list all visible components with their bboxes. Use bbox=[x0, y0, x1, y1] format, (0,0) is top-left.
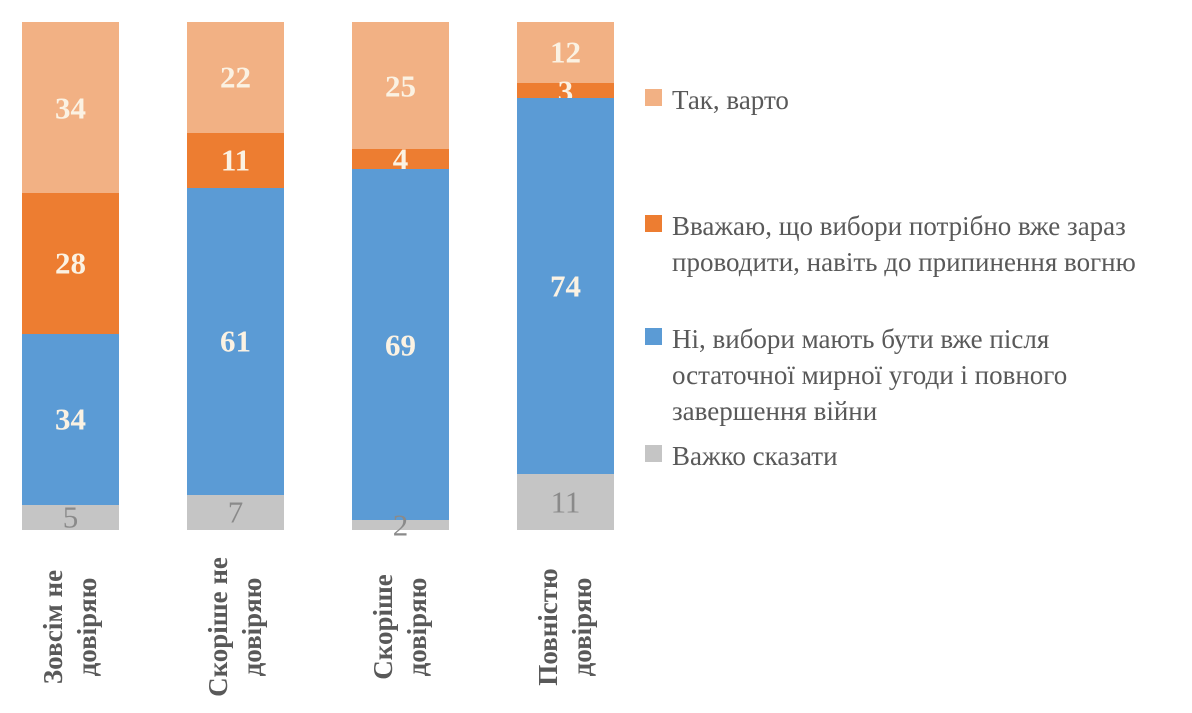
segment-value-label: 25 bbox=[385, 68, 416, 103]
bar-segment: 5 bbox=[22, 499, 119, 535]
bar-segment: 25 bbox=[352, 22, 449, 149]
bar-segment: 7 bbox=[187, 494, 284, 530]
legend-item-tak-varto: Так, варто bbox=[645, 82, 789, 118]
legend-marker-blue-icon bbox=[645, 328, 662, 345]
segment-value-label: 12 bbox=[550, 34, 581, 70]
bar-segment: 34 bbox=[22, 333, 119, 505]
plot-area: 34 28 34 5 Зовсім не довіряю 22 11 61 7 Скоріше н… bbox=[22, 22, 614, 697]
segment-value-label: 34 bbox=[55, 90, 86, 125]
bar-segment: 61 bbox=[187, 187, 284, 495]
legend-label: Вважаю, що вибори потрібно вже зараз про… bbox=[672, 211, 1136, 277]
bar-segment: 12 bbox=[517, 22, 614, 83]
bar-segment: 74 bbox=[517, 98, 614, 475]
segment-value-label: 61 bbox=[220, 323, 251, 359]
legend-item-vybory-zaraz: Вважаю, що вибори потрібно вже зараз про… bbox=[645, 208, 1136, 280]
segment-value-label: 5 bbox=[62, 499, 79, 535]
segment-value-label: 7 bbox=[227, 494, 244, 530]
legend-marker-light-orange-icon bbox=[645, 89, 662, 106]
legend-item-vybory-pislia-uhody: Ні, вибори мають бути вже після остаточн… bbox=[645, 321, 1067, 429]
legend-item-vazhko-skazaty: Важко сказати bbox=[645, 438, 838, 474]
bar-segment: 4 bbox=[352, 144, 449, 175]
bar-segment: 11 bbox=[517, 474, 614, 530]
bar-segment: 28 bbox=[22, 193, 119, 334]
category-label: Скоріше довіряю bbox=[367, 574, 432, 680]
category-label: Повністю довіряю bbox=[532, 568, 597, 686]
category-label: Скоріше не довіряю bbox=[202, 557, 267, 697]
legend: Так, варто Вважаю, що вибори потрібно вж… bbox=[645, 0, 1192, 713]
bar-column: 22 11 61 7 bbox=[187, 22, 284, 530]
segment-value-label: 11 bbox=[550, 484, 581, 520]
bar-column: 34 28 34 5 bbox=[22, 22, 119, 535]
bar-segment: 3 bbox=[517, 75, 614, 106]
segment-value-label: 74 bbox=[550, 268, 581, 304]
legend-label: Так, варто bbox=[672, 85, 789, 115]
segment-value-label: 11 bbox=[220, 142, 251, 178]
legend-label: Ні, вибори мають бути вже після остаточн… bbox=[672, 324, 1068, 426]
legend-label: Важко сказати bbox=[672, 441, 838, 471]
bar-column: 25 4 69 2 bbox=[352, 22, 449, 540]
bar-segment: 22 bbox=[187, 22, 284, 133]
segment-value-label: 69 bbox=[385, 327, 416, 363]
legend-marker-gray-icon bbox=[645, 445, 662, 462]
bar-segment: 2 bbox=[352, 509, 449, 540]
bar-column: 12 3 74 11 bbox=[517, 22, 614, 530]
legend-marker-dark-orange-icon bbox=[645, 215, 662, 232]
bar-segment: 11 bbox=[187, 132, 284, 188]
segment-value-label: 34 bbox=[55, 401, 86, 437]
bar-segment: 34 bbox=[22, 22, 119, 193]
segment-value-label: 28 bbox=[55, 245, 86, 281]
bar-segment: 69 bbox=[352, 169, 449, 520]
segment-value-label: 22 bbox=[220, 59, 251, 95]
category-label: Зовсім не довіряю bbox=[37, 569, 102, 685]
